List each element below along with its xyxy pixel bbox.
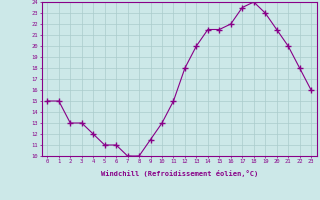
X-axis label: Windchill (Refroidissement éolien,°C): Windchill (Refroidissement éolien,°C) [100, 170, 258, 177]
